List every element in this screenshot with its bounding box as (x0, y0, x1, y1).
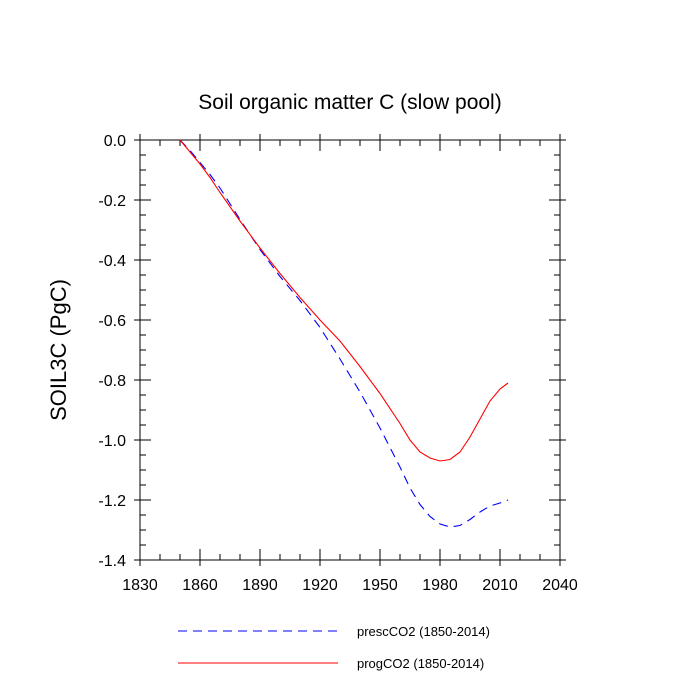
legend-label: prescCO2 (1850-2014) (357, 624, 490, 639)
y-tick-label: -0.4 (98, 253, 126, 270)
y-tick-label: -0.2 (98, 193, 126, 210)
x-tick-label: 1830 (122, 577, 158, 594)
chart-title: Soil organic matter C (slow pool) (198, 91, 501, 114)
y-tick-label: -1.2 (98, 493, 126, 510)
y-tick-label: -0.6 (98, 313, 126, 330)
series-lines (179, 139, 509, 528)
x-tick-label: 2040 (542, 577, 578, 594)
x-tick-label: 1980 (422, 577, 458, 594)
series-line-prescco2 (179, 139, 509, 528)
y-tick-label: -1.0 (98, 433, 126, 450)
x-tick-label: 1920 (302, 577, 338, 594)
x-tick-label: 1950 (362, 577, 398, 594)
axis-ticks (134, 134, 566, 566)
y-tick-label: -0.8 (98, 373, 126, 390)
x-tick-labels: 1830 1860 1890 1920 1950 1980 2010 2040 (122, 577, 578, 594)
x-tick-label: 1890 (242, 577, 278, 594)
x-tick-label: 2010 (482, 577, 518, 594)
plot-frame (139, 139, 561, 561)
legend: prescCO2 (1850-2014) progCO2 (1850-2014) (178, 624, 490, 671)
series-line-progco2 (179, 139, 509, 462)
y-tick-label: 0.0 (104, 133, 126, 150)
y-tick-labels: 0.0 -0.2 -0.4 -0.6 -0.8 -1.0 -1.2 -1.4 (98, 133, 126, 570)
x-tick-label: 1860 (182, 577, 218, 594)
y-axis-label: SOIL3C (PgC) (46, 279, 71, 421)
y-tick-label: -1.4 (98, 553, 126, 570)
legend-label: progCO2 (1850-2014) (357, 656, 484, 671)
